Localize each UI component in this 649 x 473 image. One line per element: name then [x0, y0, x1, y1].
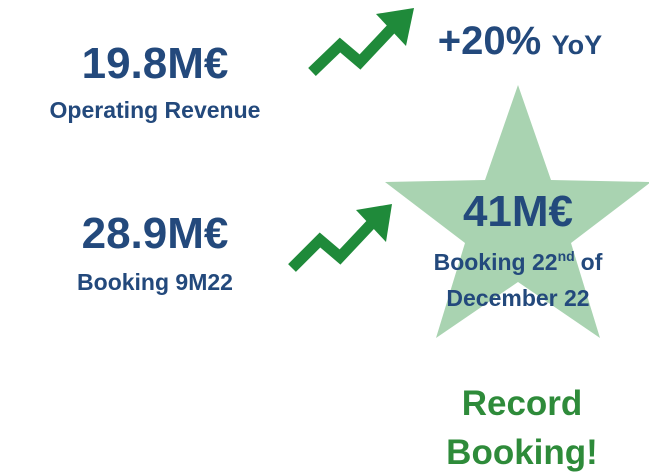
booking-dec-label: Booking 22nd of: [434, 248, 603, 275]
booking-value: 28.9M€: [82, 209, 229, 258]
growth-value: +20%: [438, 19, 541, 63]
callout-line: Record: [462, 384, 583, 423]
star: [385, 85, 649, 338]
booking-dec-label-2: December 22: [446, 285, 589, 311]
arrow-head: [376, 8, 414, 46]
booking-dec-value: 41M€: [463, 187, 573, 236]
booking-label: Booking 9M22: [77, 269, 233, 295]
arrow-up: [308, 24, 397, 76]
arrow-head: [356, 204, 392, 242]
arrow-up: [288, 219, 377, 272]
callout-line: Booking!: [446, 433, 598, 472]
growth: +20% YoY: [438, 19, 602, 63]
revenue-value: 19.8M€: [82, 39, 229, 88]
label-end: of: [581, 249, 603, 275]
growth-unit: YoY: [552, 30, 603, 60]
label-start: Booking 22: [434, 249, 558, 275]
revenue-label: Operating Revenue: [50, 97, 261, 123]
label-superscript: nd: [558, 248, 575, 264]
